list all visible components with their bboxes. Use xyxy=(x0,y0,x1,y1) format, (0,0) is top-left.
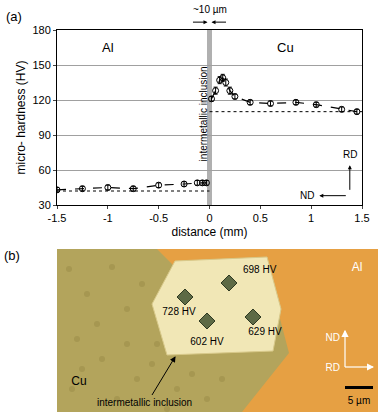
svg-text:intermetallic inclusion: intermetallic inclusion xyxy=(97,397,192,408)
svg-text:RD: RD xyxy=(326,362,340,373)
svg-text:602 HV: 602 HV xyxy=(190,336,224,347)
svg-text:180: 180 xyxy=(32,24,50,36)
svg-text:30: 30 xyxy=(39,199,51,211)
svg-text:-0.5: -0.5 xyxy=(149,212,168,224)
svg-text:distance (mm): distance (mm) xyxy=(171,225,247,239)
svg-text:(b): (b) xyxy=(4,248,20,263)
svg-text:Al: Al xyxy=(102,40,114,55)
svg-text:-1.5: -1.5 xyxy=(48,212,67,224)
svg-text:120: 120 xyxy=(32,94,50,106)
svg-text:Cu: Cu xyxy=(71,374,86,388)
svg-text:629 HV: 629 HV xyxy=(248,326,282,337)
svg-text:intermetallic inclusion: intermetallic inclusion xyxy=(198,66,209,161)
svg-text:ND: ND xyxy=(300,190,314,201)
svg-text:RD: RD xyxy=(343,149,357,160)
svg-text:0.5: 0.5 xyxy=(253,212,268,224)
svg-text:micro- hardness (HV): micro- hardness (HV) xyxy=(14,60,28,174)
svg-text:150: 150 xyxy=(32,59,50,71)
svg-text:~10 µm: ~10 µm xyxy=(193,4,227,15)
svg-text:0: 0 xyxy=(206,212,212,224)
svg-text:60: 60 xyxy=(39,164,51,176)
svg-text:Cu: Cu xyxy=(277,40,294,55)
svg-text:(a): (a) xyxy=(6,9,22,24)
svg-text:728 HV: 728 HV xyxy=(162,306,196,317)
svg-text:Al: Al xyxy=(352,260,363,274)
svg-text:90: 90 xyxy=(39,129,51,141)
svg-text:5 µm: 5 µm xyxy=(348,395,370,406)
svg-text:698 HV: 698 HV xyxy=(243,264,277,275)
svg-text:-1: -1 xyxy=(103,212,113,224)
svg-text:ND: ND xyxy=(326,332,340,343)
svg-text:1: 1 xyxy=(308,212,314,224)
svg-text:1.5: 1.5 xyxy=(354,212,369,224)
